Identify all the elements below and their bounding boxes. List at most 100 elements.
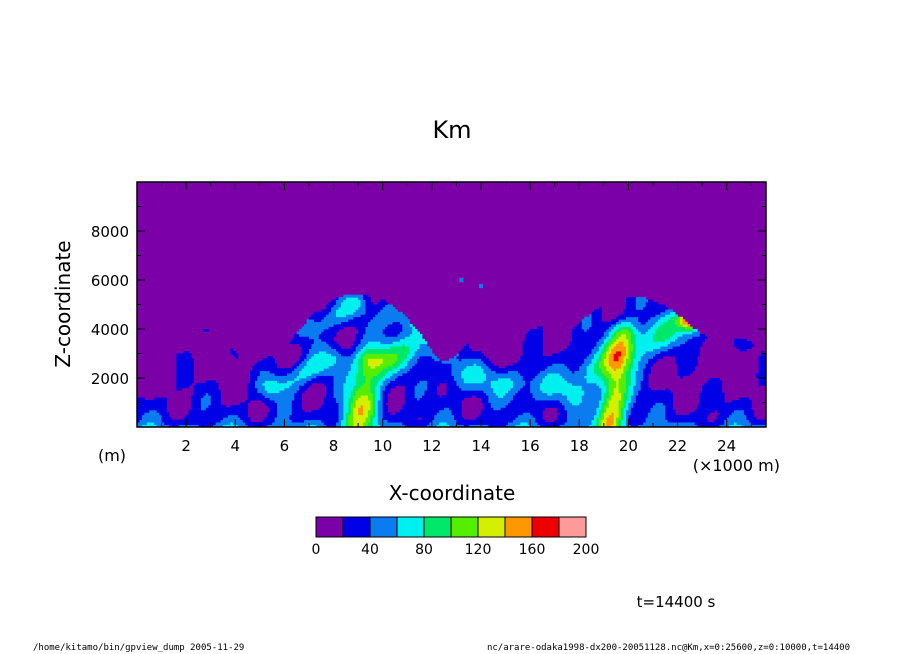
contour-cell	[385, 343, 389, 349]
contour-cell	[650, 390, 654, 408]
contour-cell	[338, 324, 342, 330]
contour-cell	[340, 321, 344, 330]
contour-cell	[495, 395, 499, 411]
contour-cell	[611, 343, 615, 349]
contour-cell	[348, 319, 352, 327]
contour-cell	[574, 404, 578, 427]
contour-cell	[456, 385, 460, 425]
contour-cell	[316, 321, 320, 354]
contour-cell	[154, 409, 158, 425]
contour-cell	[390, 324, 393, 337]
contour-cell	[360, 314, 364, 340]
contour-cell	[370, 348, 374, 354]
colorbar-swatch	[558, 516, 587, 538]
contour-cell	[682, 343, 686, 376]
contour-cell	[483, 392, 487, 425]
contour-cell	[466, 343, 470, 359]
contour-cell	[294, 378, 298, 381]
contour-cell	[402, 404, 406, 425]
contour-cell	[394, 353, 398, 362]
contour-cell	[323, 341, 327, 352]
contour-cell	[274, 392, 278, 403]
y-axis-label: Z-coordinate	[51, 240, 75, 367]
contour-cell	[625, 370, 629, 401]
contour-cell	[689, 333, 693, 340]
contour-cell	[304, 419, 307, 427]
contour-cell	[404, 373, 408, 427]
contour-cell	[289, 385, 293, 416]
contour-cell	[419, 380, 423, 398]
contour-cell	[144, 400, 148, 413]
contour-cell	[468, 419, 472, 425]
colorbar-swatch	[531, 516, 560, 538]
contour-cell	[198, 382, 202, 427]
contour-cell	[503, 395, 506, 408]
contour-cell	[441, 395, 445, 411]
contour-cell	[446, 424, 450, 427]
contour-cell	[643, 333, 647, 354]
contour-cell	[527, 331, 531, 413]
contour-cell	[505, 373, 509, 379]
contour-cell	[387, 353, 391, 367]
x-tick-label: 12	[422, 437, 441, 455]
contour-cell	[355, 346, 359, 354]
contour-cell	[387, 324, 391, 337]
contour-cell	[402, 338, 406, 345]
contour-cell	[156, 412, 160, 427]
contour-cell	[286, 373, 290, 381]
contour-cell	[461, 424, 465, 427]
contour-cell	[436, 395, 440, 413]
contour-cell	[623, 333, 627, 347]
contour-cell	[402, 343, 406, 362]
colorbar-tick-label: 120	[465, 542, 492, 558]
contour-cell	[419, 419, 423, 427]
contour-cell	[623, 319, 627, 323]
contour-cell	[517, 424, 521, 427]
contour-cell	[630, 316, 634, 325]
contour-cell	[336, 316, 339, 325]
contour-cell	[311, 343, 315, 357]
contour-cell	[505, 365, 509, 374]
contour-cell	[299, 355, 303, 364]
contour-cell	[601, 348, 605, 354]
contour-cell	[652, 324, 656, 335]
contour-cell	[726, 402, 730, 418]
contour-cell	[205, 380, 209, 394]
contour-cell	[213, 424, 217, 427]
contour-cell	[360, 294, 364, 315]
contour-cell	[151, 400, 155, 411]
contour-cell	[606, 407, 610, 418]
contour-cell	[471, 419, 475, 425]
contour-cell	[500, 397, 504, 408]
contour-cell	[714, 378, 718, 411]
contour-cell	[517, 360, 521, 374]
contour-cell	[382, 306, 386, 330]
contour-cell	[397, 346, 401, 367]
contour-cell	[603, 351, 607, 359]
contour-cell	[173, 419, 177, 427]
contour-cell	[461, 370, 465, 379]
contour-cell	[257, 375, 261, 394]
contour-cell	[353, 358, 357, 386]
contour-cell	[734, 338, 737, 347]
contour-cell	[736, 409, 740, 425]
contour-cell	[308, 358, 312, 376]
contour-cell	[372, 316, 376, 342]
contour-cell	[761, 424, 764, 427]
contour-cell	[399, 346, 403, 364]
contour-cell	[498, 397, 502, 411]
contour-cell	[493, 370, 497, 381]
contour-cell	[380, 309, 384, 345]
contour-cell	[655, 402, 659, 427]
contour-cell	[601, 402, 605, 413]
contour-cell	[345, 412, 349, 427]
contour-cell	[520, 387, 524, 416]
contour-cell	[630, 368, 634, 396]
contour-cell	[508, 370, 511, 379]
contour-cell	[463, 346, 467, 359]
contour-cell	[240, 402, 244, 421]
contour-cell	[719, 424, 723, 427]
contour-cell	[552, 422, 556, 427]
contour-cell	[697, 331, 701, 337]
contour-cell	[603, 331, 607, 340]
